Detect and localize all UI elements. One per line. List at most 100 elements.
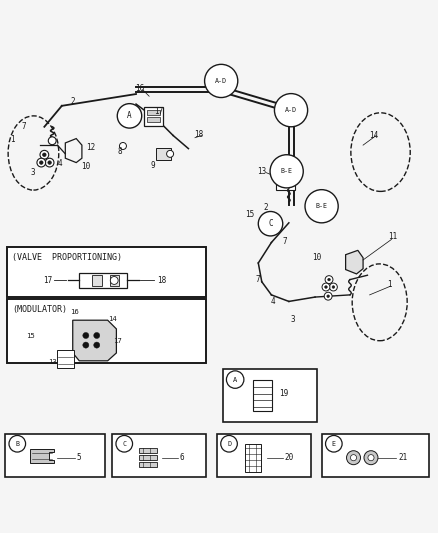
Circle shape <box>270 155 303 188</box>
Circle shape <box>45 158 54 167</box>
Text: D: D <box>227 441 231 447</box>
Circle shape <box>329 283 337 291</box>
Circle shape <box>305 190 338 223</box>
Circle shape <box>226 371 244 389</box>
Text: 10: 10 <box>312 253 321 262</box>
Circle shape <box>117 103 142 128</box>
Text: A: A <box>127 111 132 120</box>
Text: 11: 11 <box>388 232 397 241</box>
Circle shape <box>166 150 173 157</box>
FancyBboxPatch shape <box>148 117 159 123</box>
FancyBboxPatch shape <box>110 275 120 286</box>
FancyBboxPatch shape <box>139 455 157 461</box>
Circle shape <box>350 455 357 461</box>
Text: 14: 14 <box>369 131 378 140</box>
Text: 16: 16 <box>135 84 144 93</box>
Circle shape <box>328 278 330 281</box>
Text: 7: 7 <box>21 122 26 131</box>
Circle shape <box>37 158 46 167</box>
Text: 7: 7 <box>256 275 261 284</box>
Circle shape <box>275 94 307 127</box>
FancyBboxPatch shape <box>7 247 206 297</box>
Circle shape <box>205 64 238 98</box>
Text: 1: 1 <box>387 280 392 289</box>
Text: 15: 15 <box>26 333 35 340</box>
Text: 21: 21 <box>399 453 408 462</box>
Text: 1: 1 <box>10 135 15 144</box>
Text: 17: 17 <box>154 107 163 116</box>
Circle shape <box>116 435 133 452</box>
Text: 3: 3 <box>30 168 35 177</box>
Text: 4: 4 <box>270 297 275 306</box>
FancyBboxPatch shape <box>321 434 428 477</box>
Text: 13: 13 <box>257 167 266 176</box>
Circle shape <box>42 153 46 157</box>
FancyBboxPatch shape <box>148 110 159 116</box>
Circle shape <box>120 142 127 149</box>
FancyBboxPatch shape <box>223 369 317 422</box>
Circle shape <box>83 333 89 338</box>
FancyBboxPatch shape <box>245 443 261 472</box>
Text: 18: 18 <box>194 130 203 139</box>
Text: 18: 18 <box>157 276 166 285</box>
FancyBboxPatch shape <box>79 272 127 288</box>
Text: 20: 20 <box>285 453 294 462</box>
Text: 13: 13 <box>48 359 57 365</box>
Text: 7: 7 <box>282 237 287 246</box>
Circle shape <box>221 435 237 452</box>
Polygon shape <box>30 449 54 463</box>
Text: 16: 16 <box>70 309 78 314</box>
Text: 15: 15 <box>245 211 254 220</box>
Text: 2: 2 <box>263 203 268 212</box>
FancyBboxPatch shape <box>217 434 311 477</box>
Circle shape <box>48 137 56 144</box>
Circle shape <box>325 276 333 284</box>
Text: 2: 2 <box>71 97 75 106</box>
Circle shape <box>364 451 378 465</box>
Circle shape <box>322 283 330 291</box>
Text: A: A <box>233 377 237 383</box>
Text: 17: 17 <box>43 276 52 285</box>
Circle shape <box>40 150 49 159</box>
Circle shape <box>48 161 51 164</box>
Circle shape <box>368 455 374 461</box>
Text: 4: 4 <box>57 159 62 168</box>
Text: E: E <box>332 441 336 447</box>
Circle shape <box>258 212 283 236</box>
Circle shape <box>94 333 100 338</box>
Polygon shape <box>73 320 117 361</box>
FancyBboxPatch shape <box>139 462 157 467</box>
Circle shape <box>325 286 327 288</box>
Text: 3: 3 <box>290 315 295 324</box>
Circle shape <box>39 161 43 164</box>
FancyBboxPatch shape <box>92 275 102 286</box>
Text: 5: 5 <box>77 453 81 462</box>
Text: 8: 8 <box>117 147 122 156</box>
Circle shape <box>9 435 25 452</box>
Text: (VALVE  PROPORTIONING): (VALVE PROPORTIONING) <box>12 253 123 262</box>
Text: C: C <box>122 441 126 447</box>
Text: 17: 17 <box>113 338 122 344</box>
Text: 12: 12 <box>86 143 95 152</box>
Text: (MODULATOR): (MODULATOR) <box>12 305 67 314</box>
Text: 6: 6 <box>180 453 184 462</box>
Text: 19: 19 <box>279 389 289 398</box>
FancyBboxPatch shape <box>276 168 295 190</box>
Text: B: B <box>15 441 19 447</box>
FancyBboxPatch shape <box>144 107 163 126</box>
Circle shape <box>332 286 335 288</box>
FancyBboxPatch shape <box>7 299 206 364</box>
Text: B-E: B-E <box>281 168 293 174</box>
FancyBboxPatch shape <box>5 434 105 477</box>
Text: C: C <box>268 219 273 228</box>
Text: A-D: A-D <box>285 107 297 113</box>
Text: A-D: A-D <box>215 78 227 84</box>
Circle shape <box>325 435 342 452</box>
Circle shape <box>327 295 329 297</box>
Text: 10: 10 <box>81 163 91 172</box>
Circle shape <box>110 277 118 285</box>
Circle shape <box>94 342 100 348</box>
Text: 9: 9 <box>150 161 155 169</box>
Polygon shape <box>346 251 363 274</box>
FancyBboxPatch shape <box>57 350 74 368</box>
